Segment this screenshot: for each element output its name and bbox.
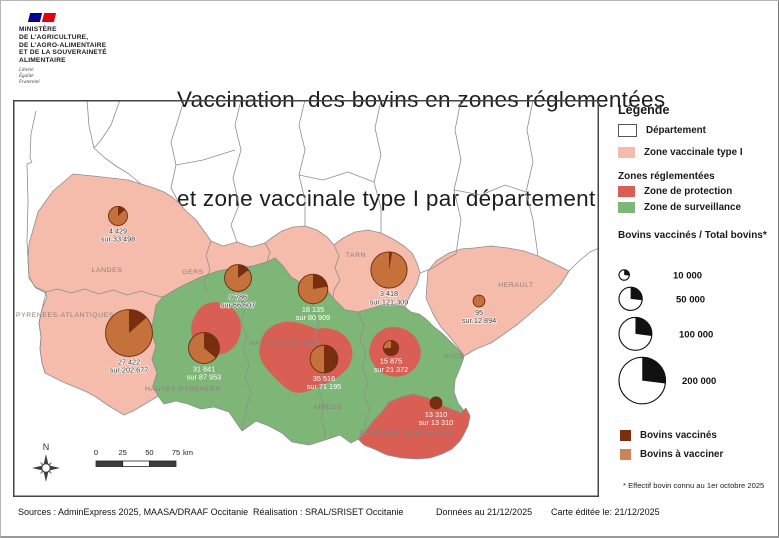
size-class-label: 200 000: [682, 376, 716, 387]
region-herault: [425, 245, 570, 357]
size-class-100000: 100 000: [618, 316, 713, 351]
scale-bar: 0 25 50 75 km: [94, 448, 193, 467]
legend-regulated-title: Zones réglementées: [618, 171, 715, 182]
legend-item-departement: Département: [618, 124, 706, 137]
bovins-a-vacciner-swatch: [620, 449, 631, 460]
legend-title: Légende: [618, 103, 670, 117]
zone-surveillance-swatch: [618, 202, 635, 213]
pie-value-label: 18 135: [302, 305, 324, 314]
pie-value-label: 31 841: [193, 364, 215, 373]
pie-value-label: sur 202 677: [110, 366, 149, 375]
size-class-10000: 10 000: [618, 269, 702, 282]
zone-protection-swatch: [618, 186, 635, 197]
french-flag-icon: [27, 13, 149, 22]
title-line-2: et zone vaccinale type I par département: [177, 186, 596, 211]
pie-value-label: sur 66 607: [221, 301, 255, 310]
ministry-name: MINISTÈRE DE L'AGRICULTURE, DE L'AGRO-AL…: [19, 26, 107, 65]
legend-item-surveillance: Zone de surveillance: [618, 202, 741, 213]
title-line-1: Vaccination des bovins en zones réglemen…: [177, 87, 666, 112]
department-label: AUDE: [443, 353, 464, 360]
footer-sources: Sources : AdminExpress 2025, MAASA/DRAAF…: [18, 507, 249, 517]
map-frame: [13, 100, 599, 497]
scale-tick-0: 0: [94, 448, 98, 457]
department-label: GERS: [182, 269, 204, 276]
region-protection-po: [357, 393, 471, 460]
map-panel: LANDES PYRENEES-ATLANTIQUES GERS TARN HERAUL…: [13, 99, 600, 497]
footer-data-date: Données au 21/12/2025: [436, 507, 533, 517]
flag-red: [41, 13, 57, 22]
pie-value-label: sur 13 310: [419, 418, 453, 427]
departement-swatch: [618, 124, 637, 137]
legend-pies-title: Bovins vaccinés / Total bovins*: [618, 230, 767, 241]
legend-item-a-vacciner: Bovins à vacciner: [620, 449, 723, 460]
size-class-label: 100 000: [679, 329, 713, 340]
pie-value-label: sur 71 195: [307, 382, 341, 391]
ministry-motto: Liberté Égalité Fraternité: [19, 67, 40, 85]
department-label: HAUTE-GARONNE: [249, 340, 316, 347]
pie-value-label: sur 121 309: [370, 297, 409, 306]
pie-value-label: sur 21 372: [374, 365, 408, 374]
size-class-200000: 200 000: [618, 356, 716, 405]
map-svg: LANDES PYRENEES-ATLANTIQUES GERS TARN HERAUL…: [13, 99, 600, 497]
pie-value-label: 35 516: [313, 374, 335, 383]
ministry-logo: MINISTÈRE DE L'AGRICULTURE, DE L'AGRO-AL…: [19, 13, 149, 85]
department-label: LANDES: [92, 267, 123, 274]
pie-value-label: sur 12 894: [462, 316, 496, 325]
department-label: TARN: [346, 252, 366, 259]
region-protection-hg: [259, 321, 353, 393]
department-labels: LANDES PYRENEES-ATLANTIQUES GERS TARN HERAUL…: [16, 252, 533, 437]
department-label: PYRENEES-ORIENTALES: [359, 430, 452, 437]
legend-item-vaccines: Bovins vaccinés: [620, 430, 717, 441]
legend-item-zone-vaccinale: Zone vaccinale type I: [618, 147, 743, 158]
legend-size-classes: 10 000 50 000 100 000 200 000: [618, 269, 716, 405]
department-label: HERAULT: [498, 282, 533, 289]
pie-value-label: 3 418: [380, 289, 398, 298]
footer-realisation: Réalisation : SRAL/SRISET Occitanie: [253, 507, 404, 517]
compass-rose-icon: [32, 454, 60, 482]
department-label: HAUTES-PYRENEES: [145, 386, 221, 393]
pie-value-label: 95: [475, 308, 483, 317]
bovins-vaccines-swatch: [620, 430, 631, 441]
scale-tick-50: 50: [145, 448, 153, 457]
north-label: N: [43, 442, 50, 452]
size-class-label: 10 000: [673, 271, 702, 282]
scale-unit: km: [183, 448, 193, 457]
legend-panel: Légende Département Zone vaccinale type …: [601, 100, 777, 497]
pie-value-label: sur 33 498: [101, 235, 135, 244]
pie-value-label: 13 310: [425, 410, 447, 419]
department-label: ARIEGE: [313, 404, 342, 411]
zone-vaccinale-swatch: [618, 147, 635, 158]
legend-item-protection: Zone de protection: [618, 186, 732, 197]
footer-bar: Sources : AdminExpress 2025, MAASA/DRAAF…: [1, 497, 778, 536]
pie-value-label: sur 80 909: [296, 313, 330, 322]
pie-value-label: 15 875: [380, 357, 402, 366]
size-class-50000: 50 000: [618, 286, 705, 312]
page-title: Vaccination des bovins en zones réglemen…: [177, 17, 665, 281]
size-class-label: 50 000: [676, 294, 705, 305]
pie-value-label: 27 422: [118, 357, 140, 366]
pie-value-label: 4 429: [109, 227, 127, 236]
scale-tick-75: 75: [172, 448, 180, 457]
department-label: PYRENEES-ATLANTIQUES: [16, 312, 114, 319]
legend-footnote: * Effectif bovin connu au 1er octobre 20…: [623, 481, 765, 490]
footer-edition-date: Carte éditée le: 21/12/2025: [551, 507, 660, 517]
flag-blue: [27, 13, 43, 22]
scale-tick-25: 25: [119, 448, 127, 457]
pie-value-label: sur 87 953: [187, 373, 221, 382]
pie-value-label: 9 786: [229, 292, 247, 301]
